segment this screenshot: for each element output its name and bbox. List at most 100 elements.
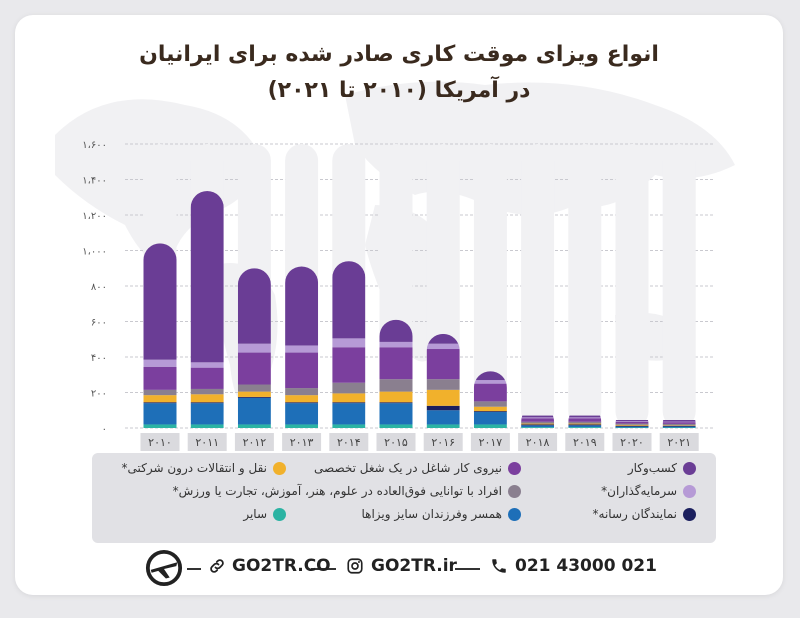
bar-segment (379, 424, 413, 428)
bar-segment (662, 425, 696, 427)
y-tick-label: ۲۰۰ (91, 389, 107, 400)
bar-segment (237, 343, 271, 353)
bar-segment (615, 420, 649, 422)
bar-segment (568, 421, 602, 424)
x-tick-label: ۲۰۱۶ (431, 436, 455, 449)
bar-segment (662, 427, 696, 428)
bar-segment (190, 367, 224, 389)
x-tick-label: ۲۰۱۵ (384, 436, 408, 449)
bar-track (521, 144, 555, 428)
legend-swatch (273, 461, 286, 475)
bar-segment (662, 422, 696, 424)
bar-segment (379, 391, 413, 403)
x-tick-label: ۲۰۱۰ (148, 436, 172, 449)
bar-segment (426, 379, 460, 390)
x-tick-box (423, 433, 463, 451)
bar-track (568, 144, 602, 428)
bar-segment (379, 347, 413, 380)
y-tick-label: ۱،۲۰۰ (82, 211, 107, 222)
bar-segment (143, 403, 177, 425)
instagram-handle: GO2TR.ir (371, 556, 457, 576)
x-tick-box (565, 433, 605, 451)
chart-title: انواع ویزای موقت کاری صادر شده برای ایرا… (15, 37, 783, 109)
bar-segment (615, 421, 649, 424)
bar-segment (426, 349, 460, 380)
bar-segment (285, 395, 319, 403)
bar-segment (190, 402, 224, 404)
bar-segment (473, 401, 507, 407)
bar-segment (190, 394, 224, 403)
bar-track (615, 144, 649, 428)
bar-segment (521, 425, 555, 428)
instagram-icon (347, 558, 363, 574)
bar-segment (237, 424, 271, 428)
legend-item: همسر وفرزندان سایز ویزاها (361, 507, 521, 521)
bar-segment (521, 423, 555, 425)
bar-segment (143, 424, 177, 428)
bar-segment (662, 423, 696, 426)
legend-item: کسب‌وکار (628, 461, 696, 475)
bar-segment (237, 268, 271, 344)
bar-segment (143, 243, 177, 360)
divider (187, 568, 201, 570)
legend-item: نمایندگان رسانه* (593, 507, 696, 521)
bar-segment (332, 402, 366, 404)
bar-segment (237, 397, 271, 425)
bar-segment (426, 424, 460, 428)
x-tick-box (234, 433, 274, 451)
x-tick-label: ۲۰۱۳ (290, 436, 314, 449)
bar-segment (662, 425, 696, 426)
x-tick-box (187, 433, 227, 451)
bar-segment (285, 402, 319, 404)
bar-segment (615, 423, 649, 425)
divider (311, 568, 336, 570)
footer-contact-bar: 021 43000 021 GO2TR.ir GO2TR.CO (15, 545, 783, 595)
x-tick-label: ۲۰۱۹ (573, 436, 597, 449)
x-tick-box (612, 433, 652, 451)
y-tick-label: ۱،۴۰۰ (82, 176, 107, 187)
legend-label: نیروی کار شاغل در یک شغل تخصصی (314, 461, 502, 475)
x-tick-box (140, 433, 180, 451)
x-tick-label: ۲۰۱۴ (337, 436, 361, 449)
bar-segment (379, 379, 413, 392)
x-tick-box (282, 433, 322, 451)
bar-segment (237, 396, 271, 398)
bar-segment (473, 411, 507, 413)
bar-segment (332, 347, 366, 383)
bar-segment (521, 421, 555, 424)
bar-segment (568, 424, 602, 426)
legend-label: همسر وفرزندان سایز ویزاها (361, 507, 502, 521)
legend-swatch (508, 484, 521, 498)
bar-segment (143, 402, 177, 404)
x-tick-box (376, 433, 416, 451)
legend-swatch (683, 507, 696, 521)
bar-segment (332, 424, 366, 428)
bar-segment (615, 427, 649, 428)
bar-segment (285, 403, 319, 425)
y-tick-label: ۱،۰۰۰ (82, 247, 107, 258)
bar-segment (426, 405, 460, 411)
x-tick-label: ۲۰۱۸ (526, 436, 550, 449)
bar-segment (332, 382, 366, 394)
bar-segment (285, 388, 319, 396)
bar-segment (521, 415, 555, 418)
bar-segment (615, 421, 649, 422)
bar-segment (473, 380, 507, 384)
chart-title-line1: انواع ویزای موقت کاری صادر شده برای ایرا… (139, 42, 659, 67)
bar-segment (473, 424, 507, 428)
infographic-card: انواع ویزای موقت کاری صادر شده برای ایرا… (15, 15, 783, 595)
bar-segment (143, 395, 177, 403)
link-icon (210, 559, 224, 573)
bar-segment (426, 410, 460, 425)
bar-segment (285, 345, 319, 353)
website-url: GO2TR.CO (232, 556, 331, 576)
chart-legend: کسب‌وکار نیروی کار شاغل در یک شغل تخصصی نق… (92, 453, 716, 543)
bar-segment (190, 403, 224, 425)
legend-item: سرمایه‌گذاران* (601, 484, 696, 498)
bar-segment (143, 359, 177, 367)
bar-segment (568, 418, 602, 422)
bar-segment (190, 388, 224, 395)
x-tick-label: ۲۰۲۰ (620, 436, 644, 449)
bar-segment (662, 421, 696, 423)
bar-segment (568, 423, 602, 425)
